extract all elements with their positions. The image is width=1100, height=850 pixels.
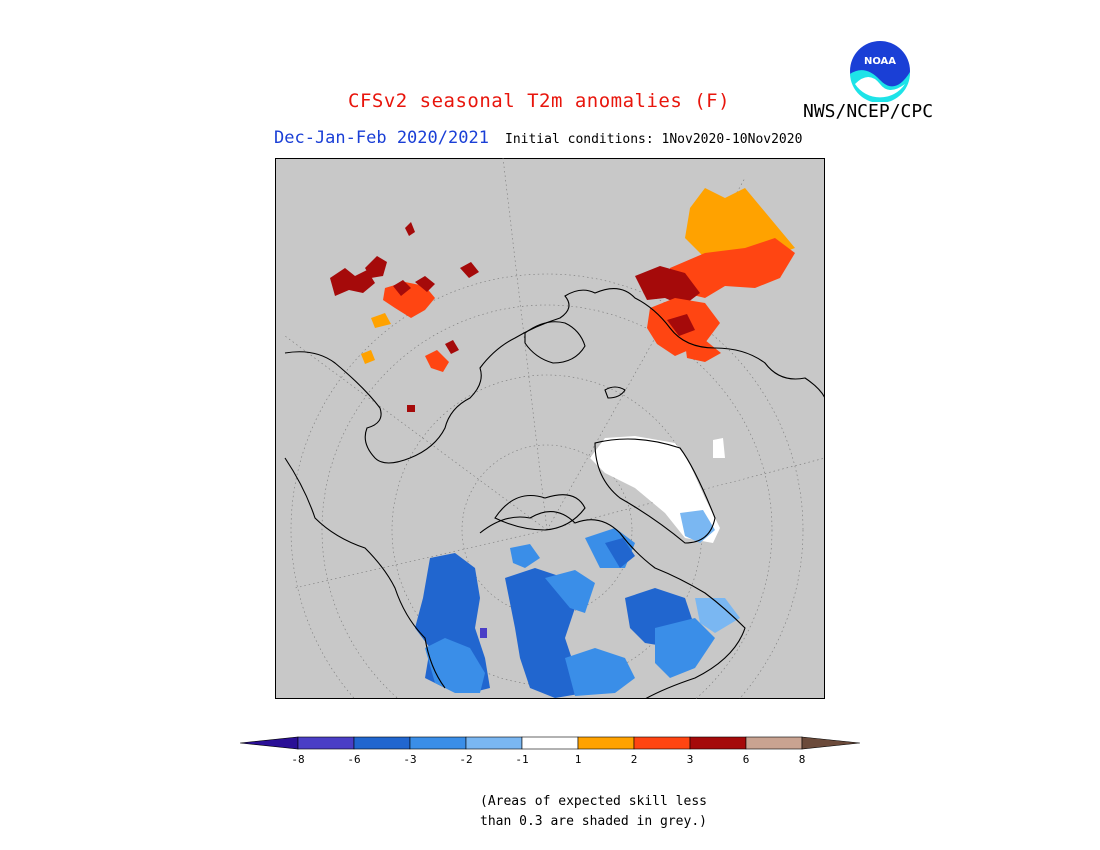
skill-note: (Areas of expected skill less than 0.3 a… xyxy=(480,792,730,832)
anomaly-asia-warm xyxy=(635,188,795,362)
skill-note-line-1: (Areas of expected skill less xyxy=(480,794,707,809)
chart-title: CFSv2 seasonal T2m anomalies (F) xyxy=(348,90,731,112)
skill-note-line-2: than 0.3 are shaded in grey.) xyxy=(480,814,707,829)
polar-map xyxy=(275,158,825,699)
org-label: NWS/NCEP/CPC xyxy=(803,101,934,122)
noaa-logo-text: NOAA xyxy=(864,56,896,67)
colorbar-bin xyxy=(409,736,467,750)
initial-conditions-label: Initial conditions: 1Nov2020-10Nov2020 xyxy=(505,132,803,147)
colorbar-tick-labels: -8 -6 -3 -2 -1 1 2 3 6 8 xyxy=(240,753,860,769)
colorbar-bin xyxy=(521,736,579,750)
colorbar-tick-label: 1 xyxy=(574,753,582,766)
colorbar-bin xyxy=(801,736,860,750)
colorbar-tick-label: -2 xyxy=(459,753,473,766)
noaa-logo: NOAA xyxy=(850,41,911,102)
colorbar-tick-label: -3 xyxy=(403,753,417,766)
colorbar-tick-label: 2 xyxy=(630,753,638,766)
colorbar-tick-label: 6 xyxy=(742,753,750,766)
coastlines xyxy=(284,287,825,699)
anomaly-greenland xyxy=(590,436,725,543)
colorbar-bin xyxy=(353,736,411,750)
colorbar-bin xyxy=(465,736,523,750)
anomaly-eurasia-warm xyxy=(330,222,479,412)
colorbar-bin xyxy=(745,736,803,750)
colorbar-bin xyxy=(577,736,635,750)
season-label: Dec-Jan-Feb 2020/2021 xyxy=(274,128,489,148)
colorbar-bin xyxy=(689,736,747,750)
colorbar-tick-label: -6 xyxy=(347,753,361,766)
anomaly-north-america-cold xyxy=(415,528,740,698)
colorbar-bin xyxy=(633,736,691,750)
colorbar-bin xyxy=(240,736,299,750)
colorbar-tick-label: -1 xyxy=(515,753,529,766)
colorbar-bins xyxy=(240,736,860,750)
colorbar-tick-label: -8 xyxy=(291,753,305,766)
colorbar-bin xyxy=(297,736,355,750)
colorbar-tick-label: 8 xyxy=(798,753,806,766)
colorbar-tick-label: 3 xyxy=(686,753,694,766)
colorbar xyxy=(240,736,860,750)
